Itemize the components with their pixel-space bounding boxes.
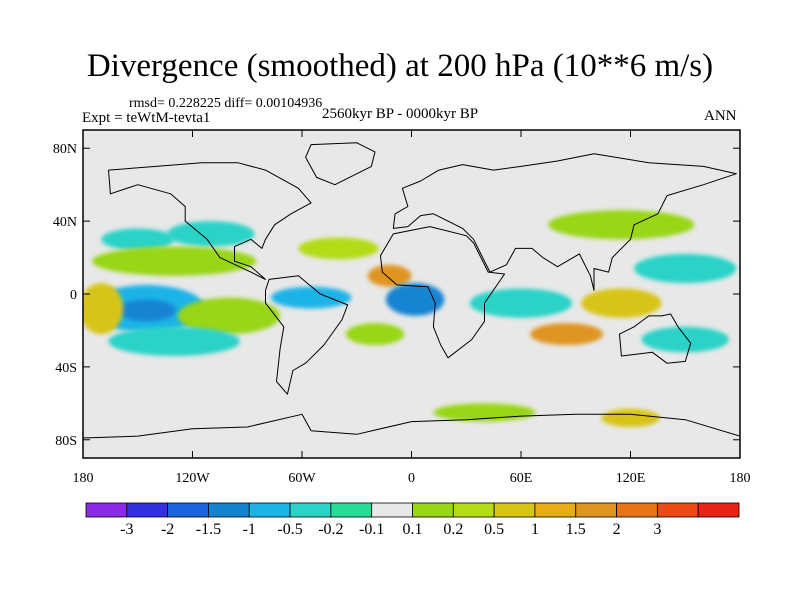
- colorbar-swatch: [656, 502, 699, 518]
- colorbar-label: 0.2: [443, 521, 463, 538]
- anomaly-green-n-pacific: [92, 246, 257, 276]
- coastline-antarctica: [83, 413, 740, 458]
- anomaly-green-asia: [548, 210, 695, 240]
- anomaly-cyan-n-pacific-1: [101, 228, 175, 251]
- y-tick-label: 40N: [53, 215, 77, 230]
- anomaly-orange-indian: [530, 323, 604, 346]
- anomaly-blue-e-pacific-inner: [117, 299, 177, 322]
- colorbar-label: -2: [161, 521, 174, 538]
- anomaly-cyan-nw-pacific: [634, 253, 737, 284]
- y-tick-label: 80S: [55, 434, 77, 449]
- experiment-label: Expt = teWtM-tevta1: [82, 110, 211, 126]
- colorbar-label: -3: [120, 521, 133, 538]
- coastline-australia: [619, 313, 692, 364]
- anomaly-green-atlantic-n: [298, 237, 379, 260]
- coastline-africa: [380, 226, 506, 359]
- anomaly-contours: [83, 210, 737, 428]
- anomaly-green-s-atlantic: [345, 323, 405, 346]
- colorbar-label: -0.1: [359, 521, 384, 538]
- colorbar: -3 -2 -1.5 -1 -0.5 -0.2 -0.1 0.1 0.2 0.5 1 1.5 2 3: [85, 502, 740, 538]
- colorbar-label: -1: [243, 521, 256, 538]
- anomaly-cyan-indian: [469, 288, 573, 318]
- anomaly-yellow-w-pacific: [83, 283, 124, 335]
- coastline-north-america: [108, 162, 312, 280]
- colorbar-label: 0.5: [484, 521, 504, 538]
- rmsd-diff-stats: rmsd= 0.228225 diff= 0.00104936: [129, 96, 323, 111]
- colorbar-label: 1: [531, 521, 539, 538]
- colorbar-swatch: [534, 502, 577, 518]
- colorbar-label: -0.5: [277, 521, 302, 538]
- colorbar-swatch: [208, 502, 250, 518]
- colorbar-swatch: [493, 502, 536, 518]
- colorbar-swatch: [371, 502, 413, 518]
- colorbar-label: 3: [653, 521, 661, 538]
- x-tick-label: 180: [730, 471, 751, 486]
- anomaly-cyan-s-pacific: [108, 326, 240, 356]
- y-tick-label: 40S: [55, 361, 77, 376]
- colorbar-swatch: [616, 502, 658, 518]
- x-tick-label: 120E: [616, 471, 646, 486]
- x-tick-label: 120W: [175, 471, 210, 486]
- colorbar-label: 0.1: [403, 521, 423, 538]
- coastline-south-america: [265, 275, 349, 395]
- colorbar-label: -1.5: [196, 521, 221, 538]
- x-tick-label: 180: [73, 471, 94, 486]
- y-tick-label: 80N: [53, 142, 77, 157]
- coastline-eurasia: [392, 153, 737, 291]
- x-tick-label: 60E: [510, 471, 533, 486]
- colorbar-swatch: [330, 502, 373, 518]
- plot-title: Divergence (smoothed) at 200 hPa (10**6 …: [86, 48, 714, 84]
- colorbar-swatch: [412, 502, 454, 518]
- anomaly-green-s-pacific: [177, 297, 281, 335]
- colorbar-label: -0.2: [318, 521, 343, 538]
- colorbar-swatch: [126, 502, 169, 518]
- axis-ticks: 180 120W 60W 0 60E 120E 180 80N 40N 0 40S 80S: [53, 130, 751, 486]
- anomaly-blue-gulf-guinea: [385, 283, 445, 316]
- y-tick-label: 0: [70, 288, 77, 303]
- anomaly-blue-s-america: [270, 286, 352, 309]
- colorbar-swatch: [85, 502, 128, 518]
- colorbar-swatch: [575, 502, 617, 518]
- colorbar-swatch: [289, 502, 332, 518]
- colorbar-swatch: [697, 502, 740, 518]
- colorbar-swatch: [167, 502, 209, 518]
- colorbar-swatch: [248, 502, 291, 518]
- coastlines: [83, 142, 740, 458]
- anomaly-cyan-n-pacific-2: [166, 221, 255, 247]
- anomaly-orange-w-africa: [367, 264, 412, 287]
- coastline-greenland: [305, 142, 376, 186]
- colorbar-label: 1.5: [566, 521, 586, 538]
- period-label: 2560kyr BP - 0000kyr BP: [322, 106, 479, 122]
- anomaly-yellow-maritime: [581, 288, 662, 318]
- colorbar-swatch: [452, 502, 495, 518]
- season-label: ANN: [704, 108, 737, 124]
- colorbar-label: 2: [613, 521, 621, 538]
- x-tick-label: 60W: [288, 471, 316, 486]
- x-tick-label: 0: [408, 471, 415, 486]
- anomaly-yellow-southern-ocean: [601, 408, 660, 428]
- anomaly-cyan-sw-pacific: [641, 326, 730, 353]
